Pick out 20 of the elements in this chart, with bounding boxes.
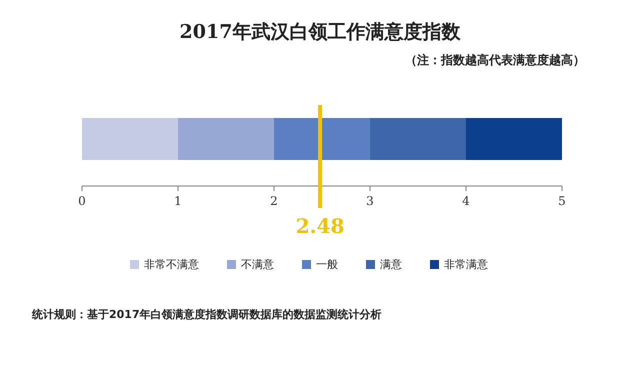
legend-label: 非常满意 (444, 258, 488, 271)
x-tick-label: 2 (270, 194, 278, 208)
legend-label: 满意 (380, 258, 402, 271)
text: 统计规则：基于2017年白领满意度指数调研数据库的数据监测统计分析 (31, 308, 382, 321)
x-tick-label: 0 (78, 194, 86, 208)
legend-label: 一般 (316, 258, 338, 271)
legend-label: 不满意 (241, 258, 274, 271)
chart-title: 2017年武汉白领工作满意度指数 (180, 21, 462, 43)
chart-subtitle: （注：指数越高代表满意度越高） (405, 53, 585, 67)
bar (274, 118, 370, 160)
x-tick-label: 4 (462, 194, 470, 208)
x-tick-label: 1 (174, 194, 182, 208)
x-tick-label: 5 (558, 194, 566, 208)
ref-line-label: 2.48 (296, 214, 344, 238)
bar (178, 118, 274, 160)
bar (370, 118, 466, 160)
legend-label: 非常不满意 (144, 258, 199, 271)
x-tick-label: 3 (366, 194, 374, 208)
bar (466, 118, 562, 160)
bar (82, 118, 178, 160)
